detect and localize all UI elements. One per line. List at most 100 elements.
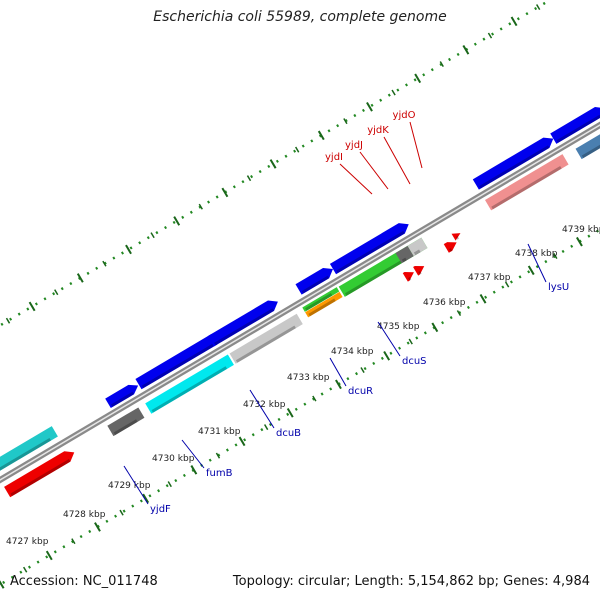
kbp-label: 4733 kbp — [287, 373, 330, 383]
kbp-label: 4737 kbp — [468, 273, 511, 283]
gene-feature-yjdI — [395, 245, 414, 264]
tick-mark — [173, 216, 181, 226]
gene-cds-shape — [207, 300, 278, 347]
tick-mark — [167, 481, 172, 488]
gene-cds-shape — [550, 107, 600, 144]
gene-feature-yjdO-shade — [449, 248, 453, 252]
gene-feature-yjdK — [402, 272, 414, 282]
gene-cds — [550, 107, 600, 144]
gene-feature-teal-shade — [0, 437, 52, 476]
gene-label-yjdF: yjdF — [150, 504, 171, 515]
gene-label-leader — [181, 439, 205, 469]
gene-cds — [472, 137, 554, 190]
inner-tick-track — [0, 228, 600, 587]
tick-mark — [462, 45, 470, 55]
gene-cds-shade — [214, 308, 275, 346]
gene-feature-cyan-shape — [145, 354, 234, 414]
gene-label-leader — [409, 121, 423, 169]
gene-cds-shape — [472, 137, 554, 190]
tick-mark — [221, 187, 229, 198]
tick-mark — [54, 289, 59, 296]
tick-mark — [286, 408, 294, 418]
gene-feature-teal-shape — [0, 426, 58, 477]
gene-cds — [329, 223, 409, 275]
gene-feature-yjdI-shade — [401, 257, 407, 263]
gene-feature-red-shade — [10, 458, 71, 497]
tick-mark — [246, 175, 252, 182]
gene-feature-yjdO — [443, 242, 457, 253]
gene-feature-grey-light-shade — [235, 325, 296, 363]
tick-mark — [102, 260, 107, 267]
gene-label-yjdO: yjdO — [393, 110, 416, 121]
gene-feature-yjdO2-shade — [455, 236, 460, 240]
tick-mark — [343, 118, 348, 125]
kbp-label: 4739 kbp — [562, 225, 600, 235]
tick-mark — [504, 281, 510, 288]
gene-feature-pink — [485, 154, 569, 211]
gene-feature-yjdO2-shape — [451, 233, 461, 241]
gene-label-leader — [249, 389, 275, 429]
gene-cds — [207, 300, 278, 347]
gene-feature-steel-shade — [581, 130, 600, 159]
gene-label-leader — [123, 465, 149, 505]
gene-feature-steel-shape — [575, 118, 600, 160]
tick-mark — [456, 310, 462, 316]
gene-feature-cyan-shade — [151, 366, 228, 413]
gene-label-dcuB: dcuB — [276, 428, 301, 439]
gene-feature-yjdO-shape — [443, 242, 457, 253]
kbp-label: 4736 kbp — [423, 298, 466, 308]
gene-feature-yjdK2 — [413, 265, 425, 276]
gene-cds-shape — [105, 384, 139, 409]
tick-mark — [360, 367, 365, 374]
tick-mark — [71, 538, 76, 545]
tick-mark — [312, 395, 317, 402]
kbp-label: 4732 kbp — [243, 400, 286, 410]
gene-cds — [295, 267, 333, 295]
gene-label-leader — [527, 243, 547, 283]
tick-mark — [28, 301, 36, 312]
tick-mark — [527, 265, 535, 276]
tick-mark — [23, 566, 28, 573]
gene-label-dcuS: dcuS — [402, 356, 427, 367]
gene-cds-shade — [336, 230, 405, 274]
gene-feature-yjdJ-shape — [407, 237, 428, 257]
tick-mark — [238, 436, 246, 447]
gene-label-leader — [383, 136, 411, 185]
kbp-label: 4729 kbp — [108, 481, 151, 491]
gene-label-yjdI: yjdI — [325, 152, 343, 163]
gene-label-dcuR: dcuR — [348, 386, 373, 397]
gene-label-leader — [329, 357, 347, 387]
tick-mark — [0, 580, 5, 589]
gene-cds — [135, 334, 222, 390]
tick-mark — [535, 4, 541, 11]
gene-feature-cyan — [145, 354, 234, 414]
tick-mark — [263, 424, 269, 431]
gene-feature-grey-dark-shape — [107, 407, 145, 437]
gene-label-lysU: lysU — [548, 282, 569, 293]
genome-backbone-highlight — [0, 124, 600, 481]
tick-mark — [45, 550, 53, 561]
gene-feature-grey-light — [229, 313, 303, 364]
tick-mark — [94, 522, 101, 532]
gene-feature-pink-shade — [491, 165, 562, 210]
tick-mark — [510, 16, 518, 27]
gene-feature-red — [4, 451, 75, 498]
tick-mark — [5, 317, 11, 324]
tick-mark — [408, 338, 413, 345]
gene-feature-yjdK-shape — [402, 272, 414, 282]
gene-feature-yjdK-shade — [408, 277, 412, 281]
tick-mark — [439, 61, 444, 68]
kbp-label: 4730 kbp — [152, 454, 195, 464]
genome-backbone — [0, 121, 600, 484]
genome-stats: Topology: circular; Length: 5,154,862 bp… — [232, 574, 590, 589]
tick-mark — [414, 73, 422, 84]
gene-feature-teal — [0, 426, 58, 477]
tick-mark — [487, 32, 493, 39]
tick-mark — [479, 293, 487, 304]
tick-mark — [198, 203, 203, 210]
tick-mark — [391, 89, 396, 96]
tick-mark — [125, 244, 132, 255]
gene-label-leader — [339, 163, 373, 195]
gene-label-leader — [377, 321, 401, 357]
